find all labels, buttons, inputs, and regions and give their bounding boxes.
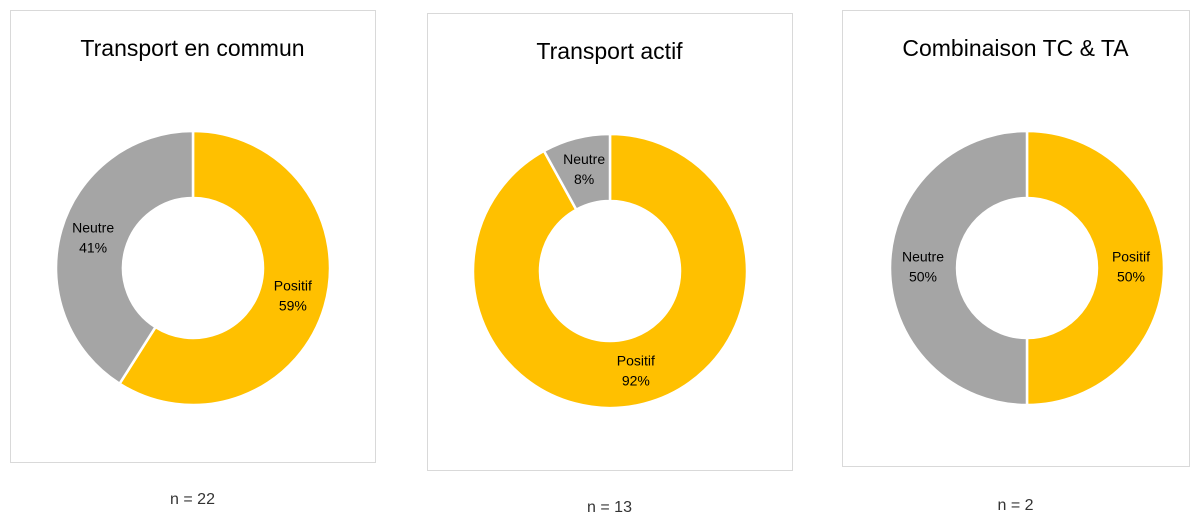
donut-slice xyxy=(117,129,332,407)
slice-value-label: 8% xyxy=(574,171,594,187)
sample-size-note: n = 13 xyxy=(587,499,632,516)
donut-slice xyxy=(542,132,612,212)
slice-value-label: 50% xyxy=(909,269,937,285)
slice-value-label: 50% xyxy=(1117,269,1145,285)
slice-label: Positif xyxy=(617,352,655,368)
slice-value-label: 59% xyxy=(279,298,307,314)
sample-size-note: n = 22 xyxy=(170,491,215,508)
slice-label: Positif xyxy=(1112,249,1150,265)
slice-value-label: 92% xyxy=(622,372,650,388)
slice-label: Neutre xyxy=(72,220,114,236)
slice-value-label: 41% xyxy=(79,240,107,256)
chart-title: Transport en commun xyxy=(80,35,304,61)
slice-label: Positif xyxy=(274,278,312,294)
chart-title: Combinaison TC & TA xyxy=(902,35,1129,61)
donut-slice xyxy=(1025,129,1166,407)
sample-size-note: n = 2 xyxy=(997,497,1033,514)
donut-slice xyxy=(54,129,195,386)
slice-label: Neutre xyxy=(563,151,605,167)
donut-slice xyxy=(471,132,749,410)
chart-title: Transport actif xyxy=(536,38,683,64)
slice-label: Neutre xyxy=(902,249,944,265)
donut-slice xyxy=(888,129,1029,407)
